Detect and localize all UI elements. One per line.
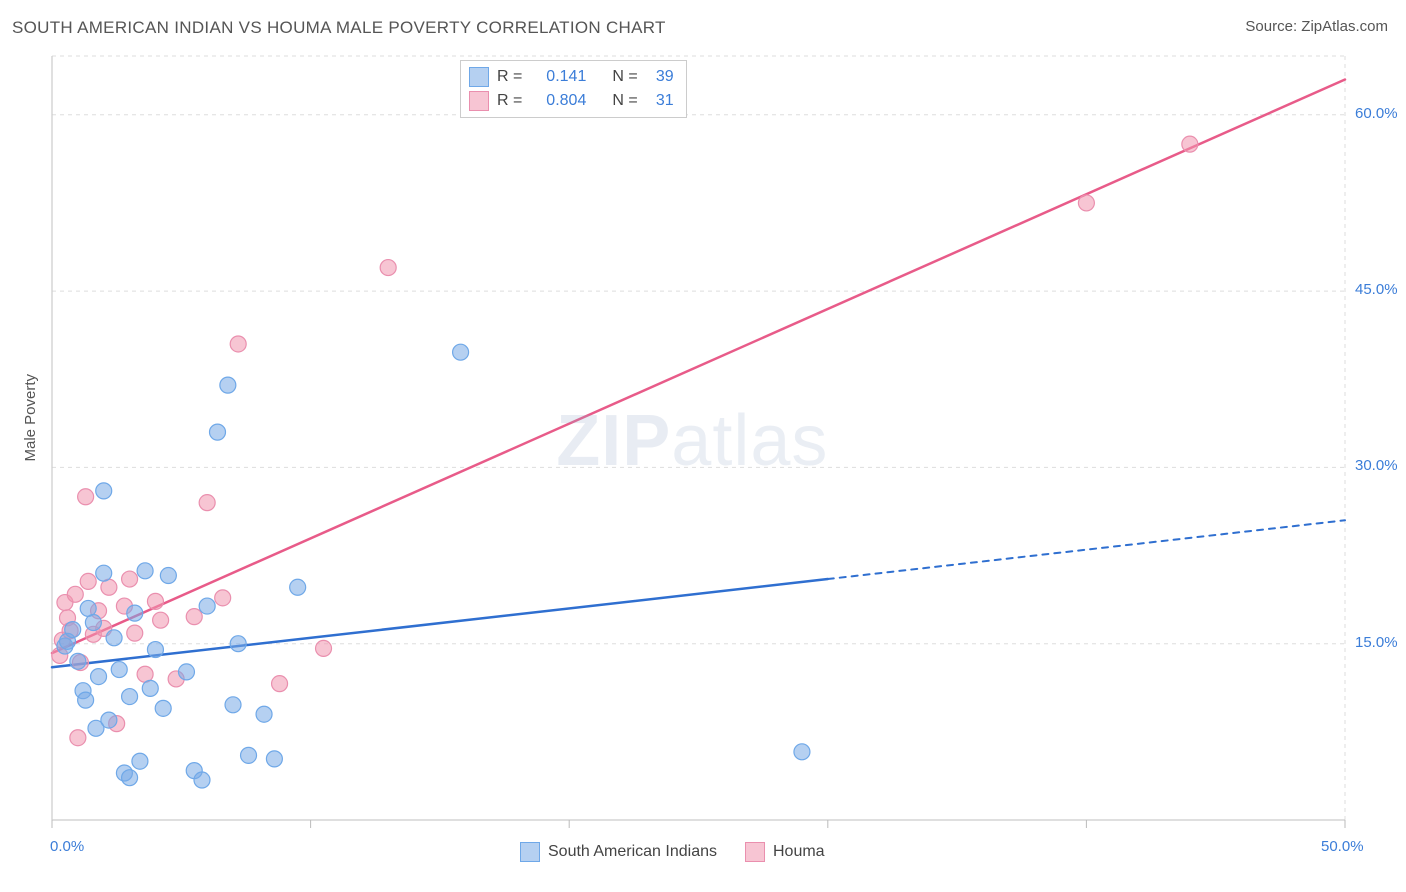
scatter-point <box>1182 136 1198 152</box>
axis-tick-label: 15.0% <box>1355 634 1398 651</box>
series-legend-label: Houma <box>773 843 825 861</box>
scatter-point <box>85 615 101 631</box>
series-legend: South American Indians Houma <box>520 842 825 862</box>
scatter-point <box>194 772 210 788</box>
scatter-point <box>96 483 112 499</box>
scatter-point <box>147 642 163 658</box>
legend-n-label: N = <box>612 65 637 89</box>
scatter-point <box>199 598 215 614</box>
scatter-point <box>380 260 396 276</box>
legend-r-label: R = <box>497 65 522 89</box>
legend-swatch <box>520 842 540 862</box>
legend-r-value: 0.804 <box>530 89 586 113</box>
scatter-point <box>215 590 231 606</box>
legend-swatch <box>745 842 765 862</box>
legend-n-value: 31 <box>646 89 674 113</box>
scatter-point <box>80 573 96 589</box>
series-legend-label: South American Indians <box>548 843 717 861</box>
legend-row: R = 0.804 N = 31 <box>469 89 674 113</box>
scatter-point <box>137 563 153 579</box>
legend-r-value: 0.141 <box>530 65 586 89</box>
scatter-point <box>147 593 163 609</box>
scatter-point <box>65 622 81 638</box>
scatter-point <box>153 612 169 628</box>
axis-tick-label: 45.0% <box>1355 281 1398 298</box>
series-legend-item: Houma <box>745 842 825 862</box>
scatter-point <box>316 640 332 656</box>
scatter-point <box>1078 195 1094 211</box>
scatter-point <box>106 630 122 646</box>
scatter-point <box>186 609 202 625</box>
legend-row: R = 0.141 N = 39 <box>469 65 674 89</box>
scatter-point <box>67 586 83 602</box>
scatter-point <box>794 744 810 760</box>
correlation-legend: R = 0.141 N = 39 R = 0.804 N = 31 <box>460 60 687 118</box>
scatter-point <box>70 653 86 669</box>
scatter-point <box>220 377 236 393</box>
legend-n-label: N = <box>612 89 637 113</box>
scatter-point <box>230 636 246 652</box>
axis-tick-label: 0.0% <box>50 838 84 855</box>
scatter-point <box>122 571 138 587</box>
legend-r-label: R = <box>497 89 522 113</box>
scatter-point <box>111 662 127 678</box>
scatter-point <box>78 692 94 708</box>
axis-tick-label: 50.0% <box>1321 838 1364 855</box>
chart-area <box>0 0 1406 892</box>
scatter-point <box>241 747 257 763</box>
scatter-point <box>127 605 143 621</box>
scatter-point <box>122 689 138 705</box>
scatter-point <box>210 424 226 440</box>
series-legend-item: South American Indians <box>520 842 717 862</box>
axis-tick-label: 30.0% <box>1355 457 1398 474</box>
legend-swatch <box>469 91 489 111</box>
scatter-point <box>290 579 306 595</box>
axis-tick-label: 60.0% <box>1355 105 1398 122</box>
legend-n-value: 39 <box>646 65 674 89</box>
scatter-point <box>160 568 176 584</box>
scatter-point <box>155 700 171 716</box>
scatter-point <box>272 676 288 692</box>
scatter-point <box>142 680 158 696</box>
scatter-point <box>266 751 282 767</box>
scatter-point <box>101 712 117 728</box>
scatter-point <box>230 336 246 352</box>
scatter-point <box>225 697 241 713</box>
scatter-point <box>453 344 469 360</box>
scatter-point <box>132 753 148 769</box>
scatter-point <box>178 664 194 680</box>
scatter-point <box>256 706 272 722</box>
scatter-point <box>199 495 215 511</box>
scatter-point <box>78 489 94 505</box>
scatter-point <box>91 669 107 685</box>
scatter-point <box>122 770 138 786</box>
scatter-point <box>70 730 86 746</box>
scatter-chart-svg <box>0 0 1406 892</box>
scatter-point <box>96 565 112 581</box>
legend-swatch <box>469 67 489 87</box>
scatter-point <box>127 625 143 641</box>
